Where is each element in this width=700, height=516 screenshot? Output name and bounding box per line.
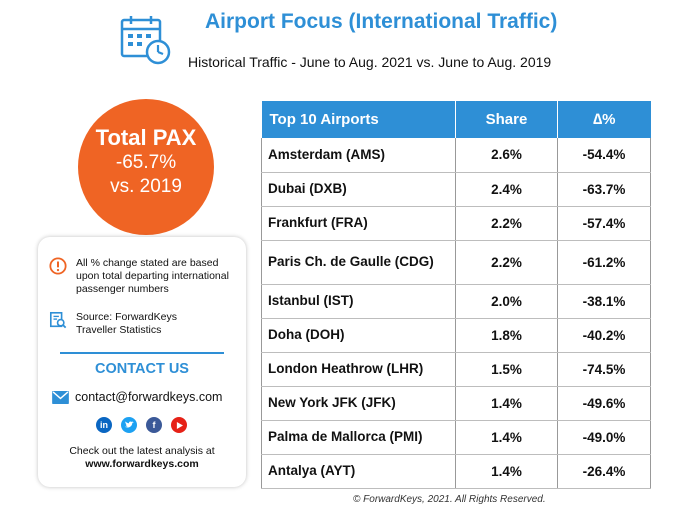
delta-cell: -63.7% — [557, 172, 651, 207]
airport-cell: London Heathrow (LHR) — [261, 352, 456, 387]
table-row: Antalya (AYT) 1.4% -26.4% — [261, 454, 651, 489]
airport-cell: Amsterdam (AMS) — [261, 138, 456, 173]
share-cell: 2.2% — [455, 240, 558, 285]
total-pax-badge: Total PAX -65.7% vs. 2019 — [78, 99, 214, 235]
mail-icon — [52, 390, 69, 404]
share-cell: 2.4% — [455, 172, 558, 207]
delta-cell: -54.4% — [557, 138, 651, 173]
share-cell: 1.5% — [455, 352, 558, 387]
cta-text: Check out the latest analysis at — [69, 445, 215, 457]
divider — [60, 352, 224, 354]
table-row: London Heathrow (LHR) 1.5% -74.5% — [261, 352, 651, 387]
page-title: Airport Focus (International Traffic) — [205, 10, 558, 33]
linkedin-icon[interactable]: in — [96, 417, 112, 433]
share-cell: 2.2% — [455, 206, 558, 241]
youtube-icon[interactable] — [171, 417, 187, 433]
pax-comparison: vs. 2019 — [110, 176, 182, 197]
delta-cell: -40.2% — [557, 318, 651, 353]
airport-cell: Palma de Mallorca (PMI) — [261, 420, 456, 455]
delta-cell: -26.4% — [557, 454, 651, 489]
contact-title: CONTACT US — [95, 361, 189, 377]
table-row: Frankfurt (FRA) 2.2% -57.4% — [261, 206, 651, 241]
airport-cell: Paris Ch. de Gaulle (CDG) — [261, 240, 456, 285]
airport-cell: Doha (DOH) — [261, 318, 456, 353]
header-delta: ∆% — [557, 101, 651, 138]
table-row: Dubai (DXB) 2.4% -63.7% — [261, 172, 651, 207]
header-share: Share — [455, 101, 558, 138]
facebook-icon[interactable]: f — [146, 417, 162, 433]
delta-cell: -49.6% — [557, 386, 651, 421]
share-cell: 1.8% — [455, 318, 558, 353]
delta-cell: -61.2% — [557, 240, 651, 285]
cta: Check out the latest analysis at www.for… — [38, 445, 246, 471]
share-cell: 2.6% — [455, 138, 558, 173]
table-header-row: Top 10 Airports Share ∆% — [261, 101, 651, 138]
delta-cell: -49.0% — [557, 420, 651, 455]
pax-change: -65.7% — [115, 152, 177, 173]
delta-cell: -38.1% — [557, 284, 651, 319]
share-cell: 2.0% — [455, 284, 558, 319]
note-text: All % change stated are based upon total… — [76, 257, 229, 295]
email-link[interactable]: contact@forwardkeys.com — [75, 390, 223, 404]
airport-cell: Antalya (AYT) — [261, 454, 456, 489]
document-search-icon — [49, 311, 67, 329]
airport-cell: New York JFK (JFK) — [261, 386, 456, 421]
table-row: Paris Ch. de Gaulle (CDG) 2.2% -61.2% — [261, 240, 651, 285]
delta-cell: -57.4% — [557, 206, 651, 241]
table-row: Amsterdam (AMS) 2.6% -54.4% — [261, 138, 651, 173]
email-row[interactable]: contact@forwardkeys.com — [52, 390, 222, 404]
table-row: Doha (DOH) 1.8% -40.2% — [261, 318, 651, 353]
copyright: © ForwardKeys, 2021. All Rights Reserved… — [353, 494, 546, 505]
share-cell: 1.4% — [455, 420, 558, 455]
table-row: Palma de Mallorca (PMI) 1.4% -49.0% — [261, 420, 651, 455]
table-row: New York JFK (JFK) 1.4% -49.6% — [261, 386, 651, 421]
source-text: Source: ForwardKeys Traveller Statistics — [76, 311, 177, 336]
share-cell: 1.4% — [455, 386, 558, 421]
delta-cell: -74.5% — [557, 352, 651, 387]
header-airport: Top 10 Airports — [261, 101, 456, 138]
airport-cell: Dubai (DXB) — [261, 172, 456, 207]
source-row: Source: ForwardKeys Traveller Statistics — [48, 311, 206, 337]
note-row: All % change stated are based upon total… — [48, 257, 242, 296]
table-row: Istanbul (IST) 2.0% -38.1% — [261, 284, 651, 319]
airports-table: Top 10 Airports Share ∆% Amsterdam (AMS)… — [261, 101, 651, 489]
social-links: in f — [96, 417, 196, 433]
warning-icon — [49, 257, 67, 275]
page-subtitle: Historical Traffic - June to Aug. 2021 v… — [188, 54, 552, 70]
share-cell: 1.4% — [455, 454, 558, 489]
airport-cell: Frankfurt (FRA) — [261, 206, 456, 241]
website-link[interactable]: www.forwardkeys.com — [85, 458, 199, 470]
twitter-icon[interactable] — [121, 417, 137, 433]
airport-cell: Istanbul (IST) — [261, 284, 456, 319]
pax-label: Total PAX — [95, 125, 197, 150]
info-card: All % change stated are based upon total… — [38, 237, 246, 487]
calendar-clock-icon — [120, 16, 171, 65]
